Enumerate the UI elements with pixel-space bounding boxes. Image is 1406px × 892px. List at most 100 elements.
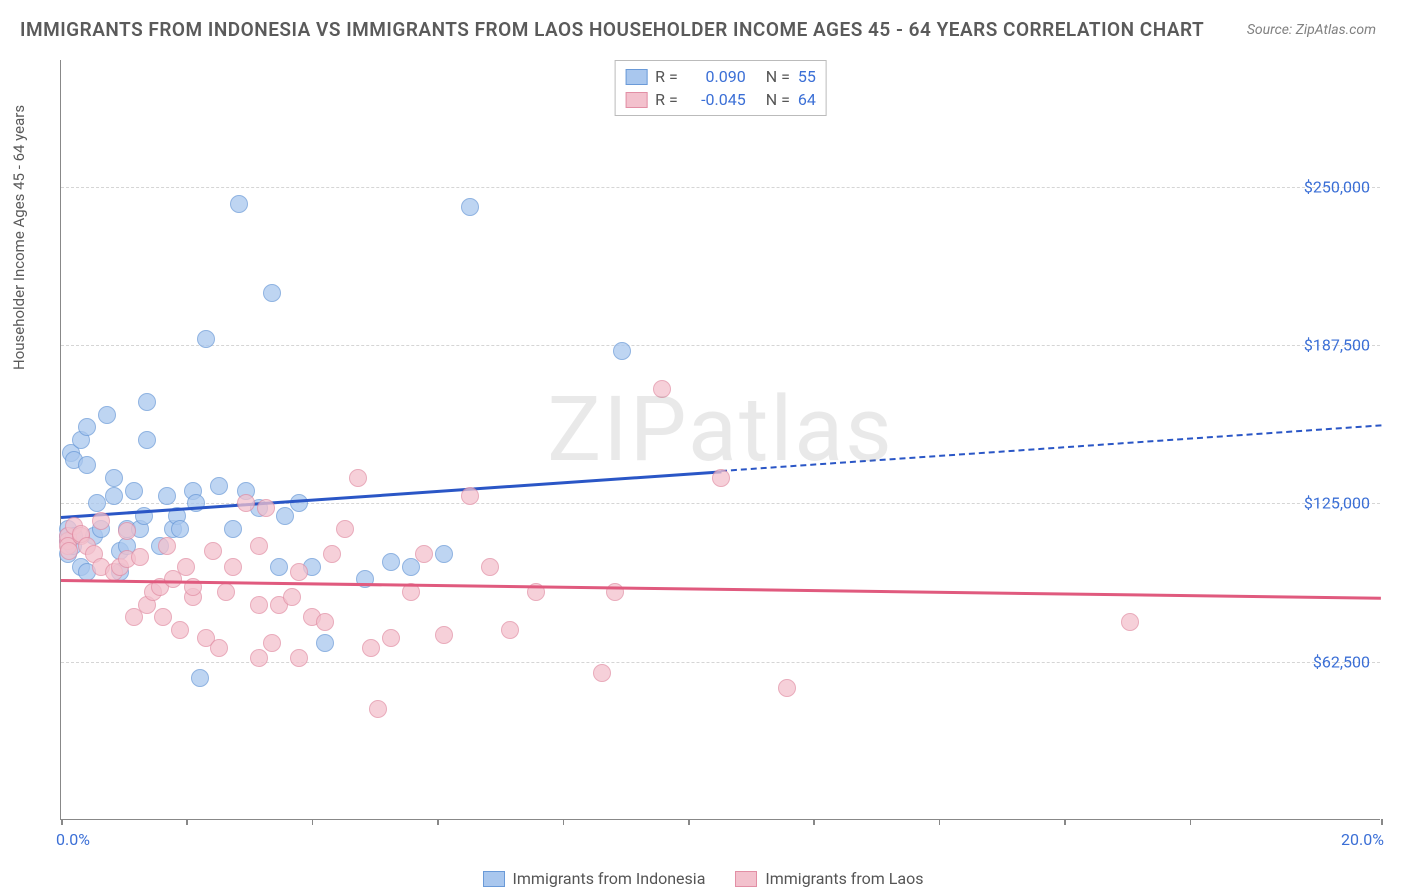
data-point bbox=[653, 380, 671, 398]
data-point bbox=[349, 469, 367, 487]
data-point bbox=[217, 583, 235, 601]
data-point bbox=[158, 487, 176, 505]
x-tick bbox=[1381, 819, 1383, 825]
data-point bbox=[78, 456, 96, 474]
data-point bbox=[362, 639, 380, 657]
chart-area: ZIPatlas R = 0.090 N = 55 R =-0.045N =64 $62… bbox=[60, 60, 1380, 820]
data-point bbox=[283, 588, 301, 606]
data-point bbox=[171, 520, 189, 538]
data-point bbox=[435, 626, 453, 644]
legend-label: Immigrants from Indonesia bbox=[513, 869, 706, 888]
x-tick bbox=[61, 819, 63, 825]
data-point bbox=[712, 469, 730, 487]
data-point bbox=[263, 284, 281, 302]
y-tick-label: $187,500 bbox=[1304, 336, 1370, 355]
data-point bbox=[197, 330, 215, 348]
legend-swatch bbox=[483, 871, 505, 887]
legend-row: R =-0.045N =64 bbox=[625, 88, 816, 111]
legend-label: Immigrants from Laos bbox=[765, 869, 923, 888]
data-point bbox=[118, 522, 136, 540]
data-point bbox=[461, 198, 479, 216]
data-point bbox=[382, 629, 400, 647]
data-point bbox=[138, 393, 156, 411]
data-point bbox=[177, 558, 195, 576]
y-axis-label: Householder Income Ages 45 - 64 years bbox=[10, 105, 28, 370]
legend-item: Immigrants from Indonesia bbox=[483, 869, 706, 888]
data-point bbox=[191, 669, 209, 687]
data-point bbox=[290, 649, 308, 667]
x-tick bbox=[563, 819, 565, 825]
data-point bbox=[263, 634, 281, 652]
data-point bbox=[78, 418, 96, 436]
x-tick bbox=[1190, 819, 1192, 825]
n-value: 64 bbox=[798, 90, 816, 109]
data-point bbox=[290, 494, 308, 512]
data-point bbox=[316, 634, 334, 652]
data-point bbox=[154, 608, 172, 626]
legend-row: R = 0.090 N = 55 bbox=[625, 65, 816, 88]
data-point bbox=[230, 195, 248, 213]
data-point bbox=[250, 537, 268, 555]
x-tick bbox=[437, 819, 439, 825]
data-point bbox=[290, 563, 308, 581]
correlation-legend: R = 0.090 N = 55 R =-0.045N =64 bbox=[614, 60, 827, 116]
data-point bbox=[461, 487, 479, 505]
r-label: R = bbox=[655, 67, 678, 86]
data-point bbox=[435, 545, 453, 563]
data-point bbox=[105, 487, 123, 505]
data-point bbox=[224, 558, 242, 576]
data-point bbox=[98, 406, 116, 424]
data-point bbox=[171, 621, 189, 639]
watermark: ZIPatlas bbox=[547, 377, 893, 482]
r-label: R = bbox=[655, 90, 678, 109]
n-value: 55 bbox=[798, 67, 816, 86]
data-point bbox=[778, 679, 796, 697]
data-point bbox=[481, 558, 499, 576]
data-point bbox=[270, 558, 288, 576]
gridline bbox=[61, 345, 1380, 346]
legend-item: Immigrants from Laos bbox=[735, 869, 923, 888]
data-point bbox=[237, 494, 255, 512]
source-attribution: Source: ZipAtlas.com bbox=[1247, 22, 1376, 38]
data-point bbox=[204, 542, 222, 560]
data-point bbox=[210, 639, 228, 657]
data-point bbox=[1121, 613, 1139, 631]
data-point bbox=[158, 537, 176, 555]
data-point bbox=[382, 553, 400, 571]
data-point bbox=[210, 477, 228, 495]
x-tick bbox=[939, 819, 941, 825]
x-tick bbox=[1064, 819, 1066, 825]
data-point bbox=[316, 613, 334, 631]
data-point bbox=[257, 499, 275, 517]
data-point bbox=[415, 545, 433, 563]
data-point bbox=[593, 664, 611, 682]
x-tick bbox=[186, 819, 188, 825]
data-point bbox=[224, 520, 242, 538]
trend-line-extrapolated bbox=[721, 425, 1381, 473]
data-point bbox=[336, 520, 354, 538]
data-point bbox=[92, 512, 110, 530]
x-tick-label: 0.0% bbox=[56, 830, 90, 849]
x-tick bbox=[312, 819, 314, 825]
data-point bbox=[323, 545, 341, 563]
data-point bbox=[613, 342, 631, 360]
r-value: 0.090 bbox=[686, 67, 746, 86]
legend-swatch bbox=[625, 69, 647, 85]
x-tick-label: 20.0% bbox=[1341, 830, 1384, 849]
series-legend: Immigrants from Indonesia Immigrants from… bbox=[0, 869, 1406, 888]
data-point bbox=[88, 494, 106, 512]
data-point bbox=[250, 596, 268, 614]
data-point bbox=[369, 700, 387, 718]
y-tick-label: $62,500 bbox=[1313, 652, 1370, 671]
data-point bbox=[105, 469, 123, 487]
gridline bbox=[61, 187, 1380, 188]
y-tick-label: $125,000 bbox=[1304, 494, 1370, 513]
n-label: N = bbox=[766, 67, 790, 86]
page-title: IMMIGRANTS FROM INDONESIA VS IMMIGRANTS … bbox=[20, 18, 1204, 41]
data-point bbox=[501, 621, 519, 639]
y-tick-label: $250,000 bbox=[1304, 177, 1370, 196]
data-point bbox=[138, 431, 156, 449]
data-point bbox=[131, 548, 149, 566]
data-point bbox=[250, 649, 268, 667]
legend-swatch bbox=[735, 871, 757, 887]
